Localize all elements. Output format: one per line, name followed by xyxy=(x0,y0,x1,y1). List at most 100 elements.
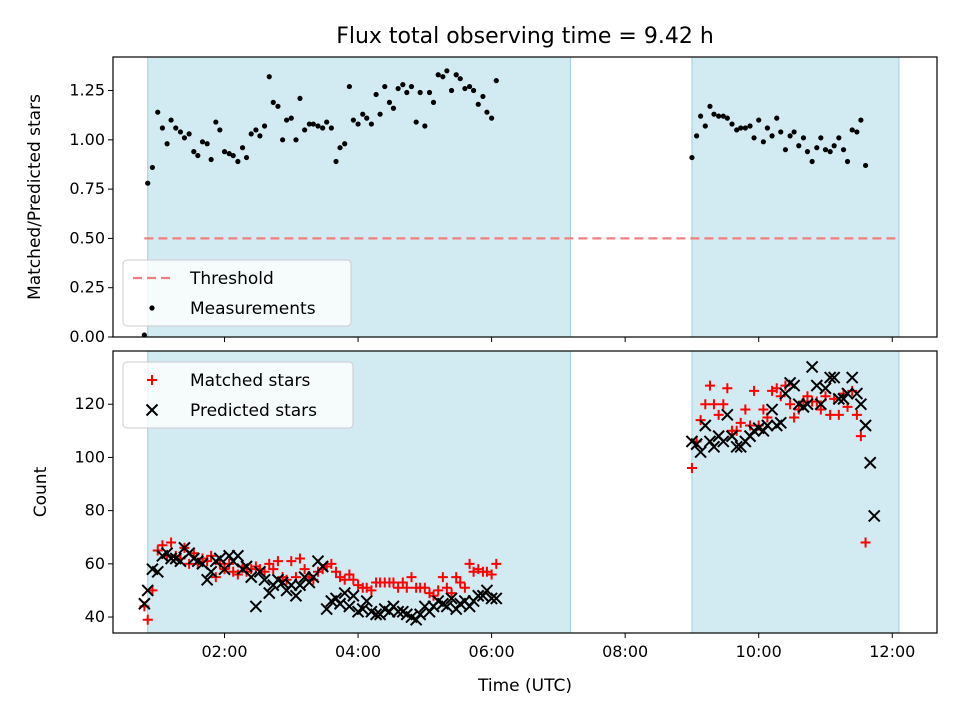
data-point xyxy=(844,158,851,165)
x-axis-label: Time (UTC) xyxy=(477,676,572,696)
data-point xyxy=(686,463,697,474)
data-point xyxy=(765,403,779,416)
x-tick-label: 06:00 xyxy=(469,642,515,661)
data-point xyxy=(769,133,775,139)
data-point xyxy=(868,509,881,523)
data-point xyxy=(437,572,448,583)
data-point xyxy=(294,553,305,564)
series-predicted-stars xyxy=(138,360,881,626)
data-point xyxy=(289,589,303,602)
data-point xyxy=(177,129,184,135)
data-point xyxy=(841,387,854,400)
data-point xyxy=(288,115,294,121)
data-point xyxy=(854,398,868,411)
data-point xyxy=(382,83,388,90)
data-point xyxy=(860,537,871,548)
observing-interval xyxy=(691,56,900,338)
data-point xyxy=(413,119,419,125)
data-point xyxy=(204,565,218,579)
data-point xyxy=(195,152,201,159)
data-point xyxy=(787,133,793,139)
data-point xyxy=(263,586,276,600)
data-point xyxy=(181,135,188,141)
axes-frame xyxy=(112,350,938,634)
data-point xyxy=(464,558,475,569)
data-point xyxy=(735,417,746,428)
data-point xyxy=(734,127,740,133)
data-point xyxy=(804,149,811,155)
data-point xyxy=(270,99,276,105)
legend-label: Matched stars xyxy=(190,371,310,391)
data-point xyxy=(700,399,711,410)
y-tick-label: 60 xyxy=(85,554,105,573)
data-point xyxy=(307,570,320,584)
data-point xyxy=(725,429,739,443)
data-point xyxy=(253,127,259,133)
data-point xyxy=(208,156,214,163)
data-point xyxy=(836,135,842,141)
data-point xyxy=(221,149,228,155)
x-tick-label: 12:00 xyxy=(869,642,915,661)
data-point xyxy=(764,125,770,131)
data-point xyxy=(822,147,829,153)
data-point xyxy=(347,589,360,602)
data-point xyxy=(724,115,730,121)
data-point xyxy=(159,125,166,131)
data-point xyxy=(787,379,801,392)
legend-marker xyxy=(147,375,157,385)
data-point xyxy=(299,564,310,575)
data-point xyxy=(459,582,470,593)
data-point xyxy=(249,600,263,613)
data-point xyxy=(818,135,824,141)
data-point xyxy=(827,371,841,384)
data-point xyxy=(191,149,197,155)
y-tick-label: 0.25 xyxy=(69,278,105,297)
legend-box xyxy=(122,361,354,429)
data-point xyxy=(751,135,757,141)
data-point xyxy=(200,573,214,586)
data-point xyxy=(373,91,379,98)
data-point xyxy=(369,608,383,621)
data-point xyxy=(138,597,151,610)
data-point xyxy=(760,139,766,145)
data-point xyxy=(774,115,780,121)
axes-frame xyxy=(112,56,938,338)
data-point xyxy=(730,440,743,453)
data-point xyxy=(448,87,455,94)
data-point xyxy=(338,586,351,600)
data-point xyxy=(264,558,275,569)
data-point xyxy=(324,119,330,125)
data-point xyxy=(355,121,361,127)
data-point xyxy=(284,117,290,123)
data-point xyxy=(368,121,375,127)
data-point xyxy=(166,537,177,548)
y-axis-label: Count xyxy=(31,466,51,517)
data-point xyxy=(326,558,337,569)
data-point xyxy=(417,89,423,96)
data-point xyxy=(774,416,787,430)
data-point xyxy=(213,119,219,125)
data-point xyxy=(245,570,258,584)
data-point xyxy=(440,600,454,613)
y-tick-label: 1.25 xyxy=(69,81,105,100)
y-tick-label: 40 xyxy=(85,607,105,626)
y-tick-label: 120 xyxy=(74,394,105,413)
data-point xyxy=(435,72,441,78)
data-point xyxy=(243,154,250,161)
data-point xyxy=(785,399,796,410)
data-point xyxy=(445,592,458,605)
data-point xyxy=(293,578,307,592)
data-point xyxy=(717,435,730,448)
data-point xyxy=(466,83,473,90)
data-point xyxy=(258,573,271,586)
data-point xyxy=(266,74,272,80)
data-point xyxy=(819,382,832,395)
data-point xyxy=(718,399,729,410)
data-point xyxy=(310,121,316,127)
y-tick-label: 100 xyxy=(74,447,105,466)
data-point xyxy=(173,125,179,131)
data-point xyxy=(694,133,700,139)
data-point xyxy=(272,556,283,567)
data-point xyxy=(694,445,707,459)
